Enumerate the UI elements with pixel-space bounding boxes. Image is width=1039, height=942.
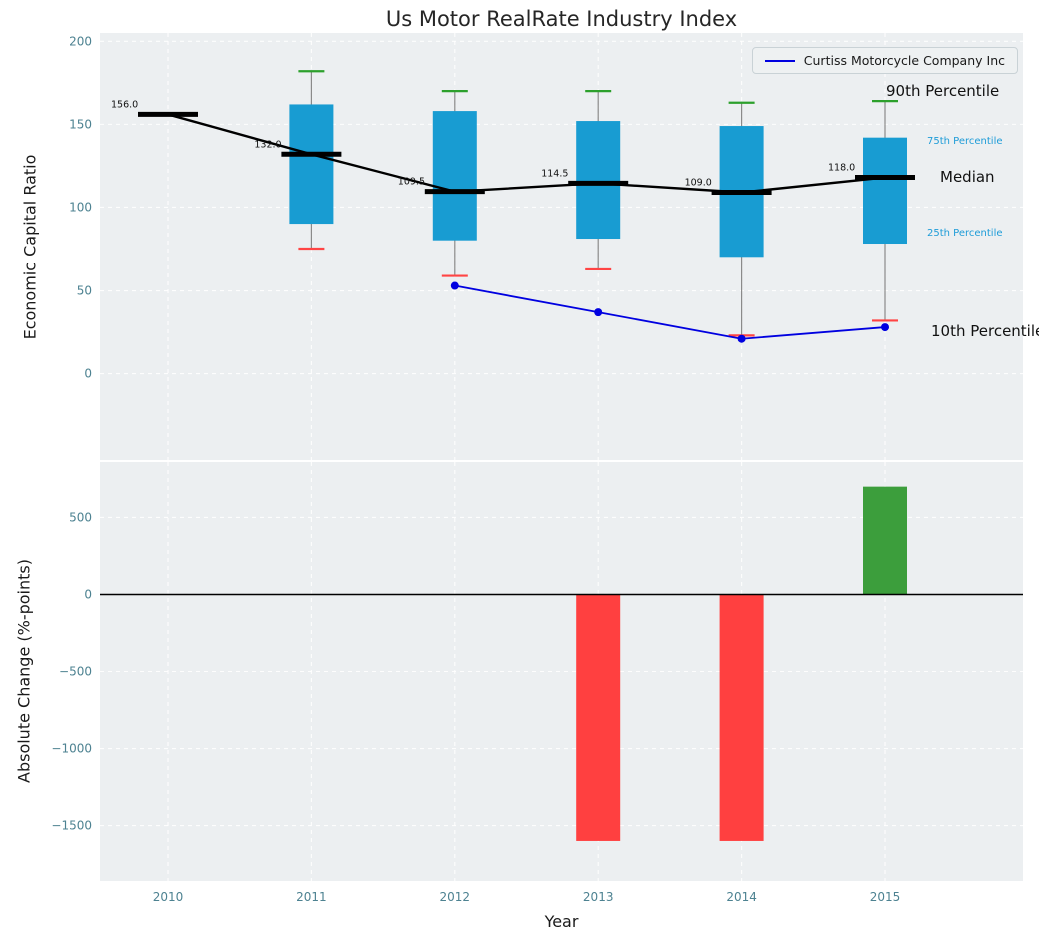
- annotation-median: Median: [940, 168, 995, 186]
- legend: Curtiss Motorcycle Company Inc: [751, 47, 1018, 74]
- top-ytick-label: 100: [69, 200, 92, 214]
- bottom-ytick-label: −500: [59, 665, 92, 679]
- annotation-10th-percentile: 10th Percentile: [931, 322, 1039, 340]
- median-value-label: 114.5: [541, 168, 568, 179]
- top-y-axis-label: Economic Capital Ratio: [20, 154, 40, 340]
- median-value-label: 156.0: [111, 99, 138, 110]
- iqr-box: [576, 121, 621, 240]
- xtick-label: 2013: [583, 890, 614, 904]
- box-2013: [576, 90, 621, 271]
- xtick-label: 2014: [726, 890, 757, 904]
- xtick-label: 2015: [870, 890, 901, 904]
- bottom-ytick-label: −1500: [51, 819, 92, 833]
- chart-title: Us Motor RealRate Industry Index: [385, 7, 738, 31]
- top-ytick-label: 50: [77, 284, 92, 298]
- xtick-label: 2012: [440, 890, 471, 904]
- bottom-ytick-label: 0: [84, 587, 92, 601]
- x-axis-label: Year: [544, 912, 579, 931]
- top-ytick-label: 150: [69, 117, 92, 131]
- iqr-box: [432, 111, 477, 241]
- median-value-label: 132.0: [254, 139, 281, 150]
- annotation-25th-percentile: 25th Percentile: [927, 228, 1003, 239]
- change-bar-2013: [576, 594, 621, 841]
- company-marker: [450, 281, 459, 290]
- change-bar-2015: [863, 486, 907, 595]
- company-marker: [881, 323, 889, 332]
- median-value-label: 109.5: [398, 177, 425, 188]
- top-ytick-label: 0: [84, 367, 92, 381]
- annotation-90th-percentile: 90th Percentile: [886, 82, 1000, 100]
- bottom-y-axis-label: Absolute Change (%-points): [14, 559, 34, 783]
- median-value-label: 109.0: [685, 178, 712, 189]
- top-panel-bg: [100, 33, 1023, 460]
- company-line: [454, 284, 886, 340]
- xtick-label: 2010: [153, 890, 184, 904]
- box-2012: [432, 90, 477, 277]
- iqr-box: [863, 137, 907, 245]
- median-value-label: 118.0: [828, 163, 855, 174]
- iqr-box: [289, 104, 334, 225]
- bottom-ytick-label: 500: [69, 510, 92, 524]
- bottom-ytick-label: −1000: [51, 742, 92, 756]
- box-2011: [289, 70, 334, 251]
- legend-label: Curtiss Motorcycle Company Inc: [803, 53, 1005, 68]
- box-2015: [863, 100, 907, 322]
- legend-line-sample-icon: [764, 59, 795, 62]
- xtick-label: 2011: [296, 890, 327, 904]
- company-marker: [594, 308, 603, 317]
- company-marker: [737, 334, 746, 343]
- change-bar-2014: [719, 594, 764, 841]
- annotation-75th-percentile: 75th Percentile: [927, 136, 1003, 147]
- top-ytick-label: 200: [69, 34, 92, 48]
